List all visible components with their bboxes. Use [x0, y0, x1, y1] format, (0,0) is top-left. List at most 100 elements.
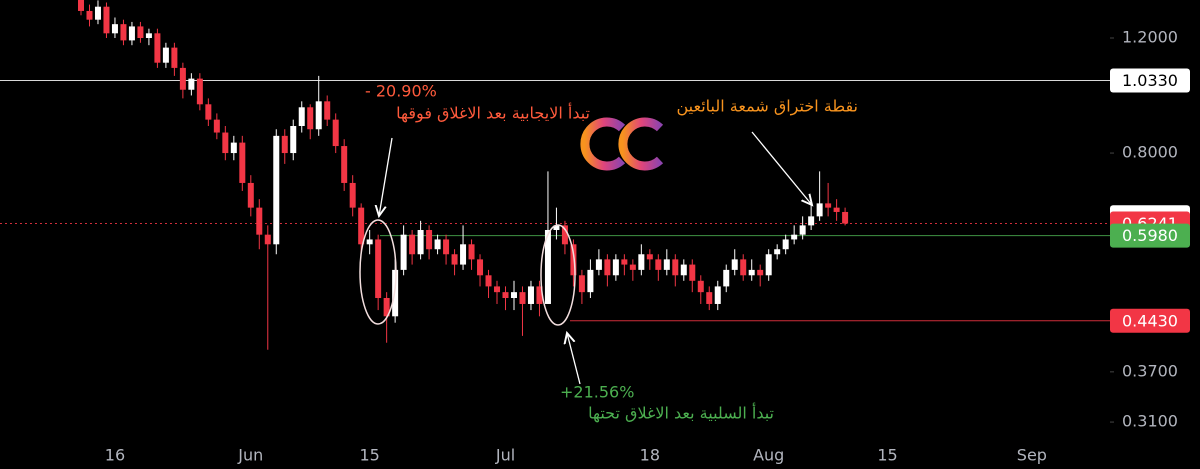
axes: 1.2000 0.8000 0.3700 0.3100 16 Jun 15 Jul 18 Aug 1…: [105, 28, 1190, 465]
x-tick-label: 16: [105, 446, 125, 465]
candle-body: [290, 126, 297, 154]
candle-body: [94, 6, 101, 20]
candle-body: [757, 269, 764, 276]
logo-c1: [580, 117, 626, 171]
x-tick-label: 18: [640, 446, 660, 465]
candle-body: [723, 269, 730, 287]
y-tick-label: 0.3700: [1122, 361, 1178, 380]
candle-body: [570, 244, 577, 276]
logo-c2: [618, 117, 664, 171]
candle-body: [587, 269, 594, 293]
candle-body: [358, 207, 365, 245]
candle-body: [179, 67, 186, 90]
candle-body: [553, 225, 560, 230]
candle-body: [663, 259, 670, 270]
candle-body: [128, 26, 135, 41]
candle-body: [774, 249, 781, 255]
candle-body: [740, 259, 747, 276]
annotation: +21.56%: [560, 383, 634, 402]
candle-body: [689, 264, 696, 281]
y-tick-label: 1.2000: [1122, 28, 1178, 47]
candle-body: [595, 259, 602, 270]
candle-body: [748, 269, 755, 276]
candle-body: [443, 239, 450, 255]
highlight-ellipse: [540, 224, 576, 326]
candle-body: [502, 292, 509, 298]
candle-body: [400, 234, 407, 270]
candles: [78, 0, 849, 350]
candle-body: [426, 229, 433, 250]
arrow: [379, 137, 393, 216]
arrow: [751, 131, 812, 205]
candle-body: [78, 0, 84, 11]
candle-body: [171, 47, 178, 68]
candle-body: [791, 234, 798, 240]
x-tick-label: Jul: [495, 446, 515, 465]
candle-body: [782, 239, 789, 250]
candle-body: [460, 244, 467, 265]
candle-body: [417, 229, 424, 255]
candle-body: [604, 259, 611, 276]
candle-body: [188, 78, 195, 90]
candle-body: [527, 286, 534, 304]
candle-body: [842, 211, 849, 224]
candle-body: [477, 259, 484, 276]
candle-body: [494, 286, 501, 293]
level-label: 0.5980: [1122, 226, 1178, 245]
candle-body: [621, 259, 628, 265]
level-label: 1.0330: [1122, 71, 1178, 90]
level-label: 0.4430: [1122, 311, 1178, 330]
x-tick-label: 15: [359, 446, 379, 465]
candle-body: [833, 207, 840, 212]
candle-body: [561, 225, 568, 245]
x-tick-label: 15: [877, 446, 897, 465]
candle-body: [324, 101, 331, 120]
candle-body: [205, 104, 212, 120]
arrow: [567, 333, 581, 385]
candle-body: [519, 292, 526, 304]
candle-body: [799, 225, 806, 235]
candle-body: [86, 10, 93, 20]
candle-body: [366, 239, 373, 245]
candle-body: [510, 292, 517, 298]
candle-body: [111, 24, 118, 34]
candle-body: [612, 259, 619, 276]
candle-body: [697, 280, 704, 293]
level-box: [1110, 223, 1190, 248]
candle-body: [120, 24, 127, 41]
candle-body: [349, 182, 356, 208]
candle-body: [646, 254, 653, 260]
candle-body: [273, 135, 280, 245]
candle-body: [239, 142, 246, 183]
x-tick-label: Aug: [753, 446, 784, 465]
candle-body: [655, 259, 662, 270]
candle-body: [544, 229, 551, 304]
candle-body: [629, 264, 636, 270]
level-box: [1110, 308, 1190, 333]
candle-body: [808, 216, 815, 226]
candle-body: [222, 132, 229, 154]
candle-body: [256, 207, 263, 235]
candle-body: [451, 254, 458, 265]
candle-body: [485, 275, 492, 287]
candle-body: [375, 239, 382, 298]
annotation: تبدأ الايجابية بعد الاغلاق فوقها: [396, 103, 590, 124]
candle-body: [468, 244, 475, 260]
x-tick-label: Sep: [1017, 446, 1047, 465]
candle-body: [714, 286, 721, 304]
candle-body: [731, 259, 738, 270]
candle-body: [162, 47, 169, 63]
candle-body: [154, 33, 161, 63]
candle-body: [434, 239, 441, 250]
level-box: [1110, 68, 1190, 93]
candle-body: [706, 292, 713, 304]
y-tick-label: 0.8000: [1122, 143, 1178, 162]
annotation: تبدأ السلبية بعد الاغلاق تحتها: [588, 403, 774, 424]
candle-body: [315, 101, 322, 130]
candle-body: [213, 119, 220, 133]
candle-body: [332, 119, 339, 147]
candle-body: [145, 33, 152, 39]
candle-body: [281, 135, 288, 154]
